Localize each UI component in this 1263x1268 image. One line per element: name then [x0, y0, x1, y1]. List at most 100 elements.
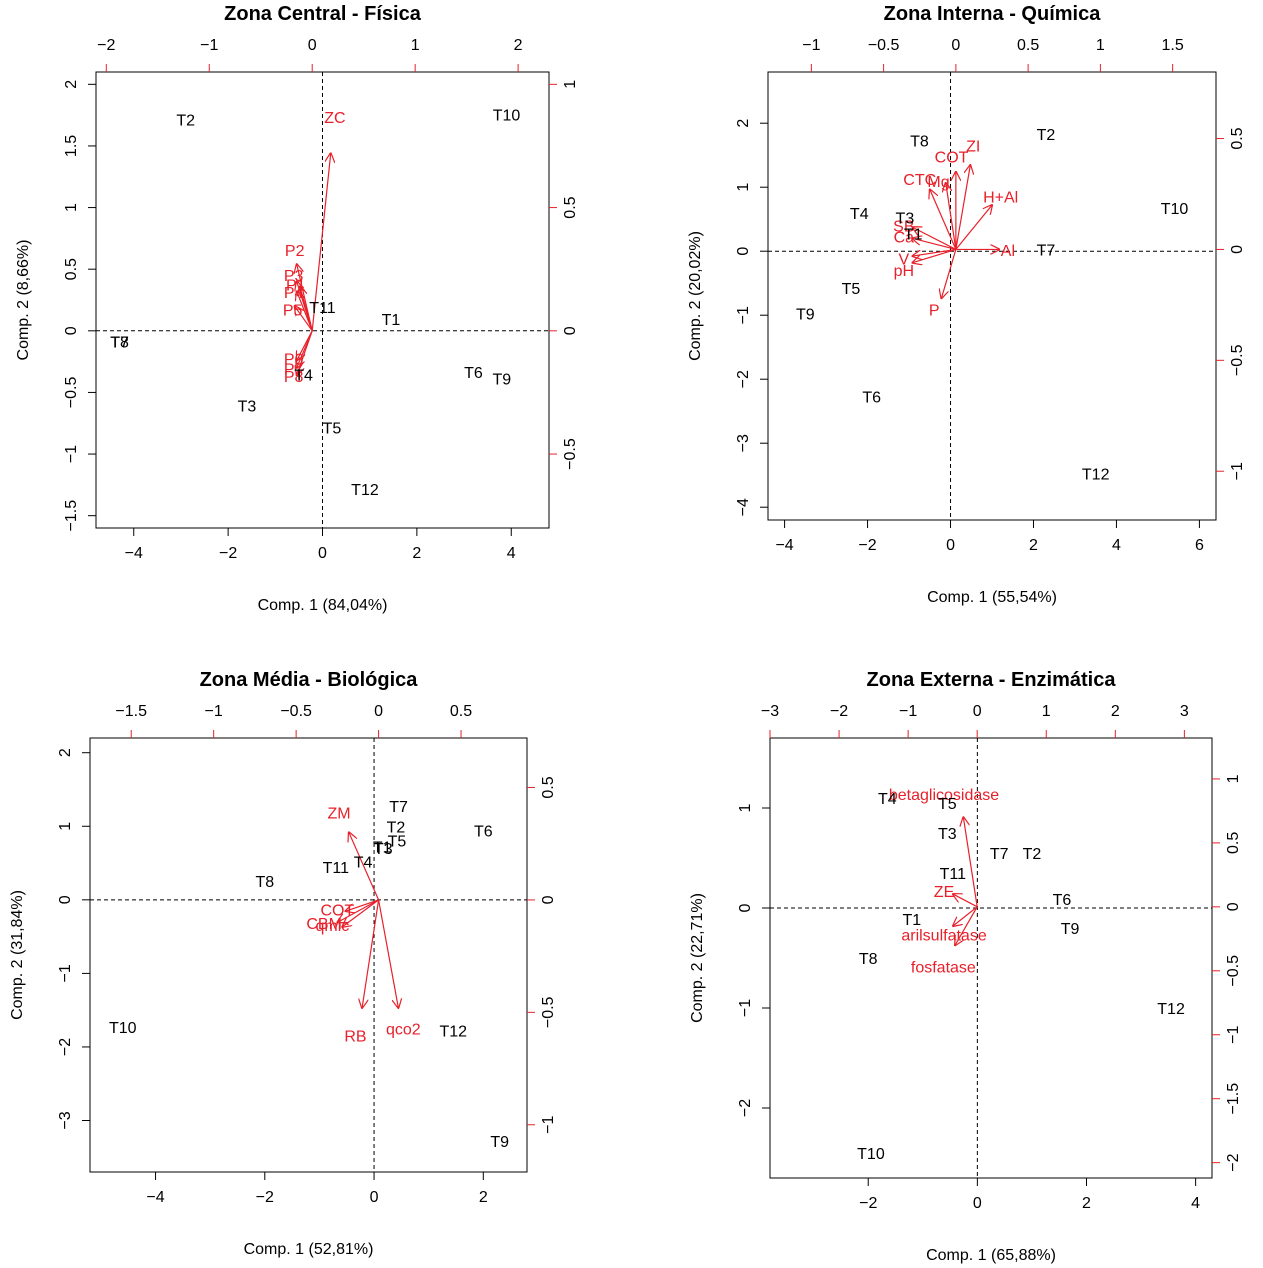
y-axis-label: Comp. 2 (8,66%) — [15, 240, 32, 361]
y-tick-label: 1 — [737, 803, 754, 812]
y-tick-label: 2 — [735, 119, 752, 128]
right-tick-label: 0 — [1225, 902, 1242, 911]
variable-label: P5 — [283, 302, 303, 319]
right-tick-label: −1.5 — [1225, 1083, 1242, 1115]
right-tick-label: −1 — [540, 1116, 557, 1134]
observation-label: T9 — [796, 306, 815, 323]
top-tick-label: −1 — [802, 37, 820, 54]
variable-label: Al — [1001, 243, 1015, 260]
y-tick-label: −1.5 — [63, 500, 80, 532]
x-tick-label: −4 — [775, 537, 793, 554]
observation-label: T7 — [1037, 242, 1056, 259]
observation-label: T5 — [842, 281, 861, 298]
chart-title: Zona Externa - Enzimática — [867, 669, 1117, 691]
observation-label: T12 — [439, 1023, 467, 1040]
y-tick-label: 1 — [57, 822, 74, 831]
top-tick-label: −3 — [761, 703, 779, 720]
variable-label: CBM — [306, 916, 342, 933]
observation-label: T1 — [382, 312, 401, 329]
observation-label: T3 — [896, 210, 915, 227]
x-tick-label: 2 — [1082, 1195, 1091, 1212]
plot-frame — [769, 737, 1213, 1179]
y-tick-label: 1.5 — [63, 135, 80, 157]
observation-label: T5 — [323, 421, 342, 438]
loading-arrow — [941, 249, 957, 298]
top-tick-label: −1.5 — [115, 703, 147, 720]
variable-label: ZC — [324, 110, 345, 127]
variable-label: ZI — [966, 139, 980, 156]
variable-label: P4 — [284, 285, 304, 302]
x-tick-label: −4 — [125, 545, 143, 562]
top-tick-label: −0.5 — [868, 37, 900, 54]
top-tick-label: −0.5 — [280, 703, 312, 720]
x-tick-label: 0 — [318, 545, 327, 562]
x-axis-label: Comp. 1 (52,81%) — [244, 1241, 374, 1258]
observation-label: T11 — [940, 866, 966, 883]
top-tick-label: 1 — [411, 37, 420, 54]
variable-label: P3 — [284, 268, 304, 285]
y-tick-label: 0 — [735, 247, 752, 256]
right-tick-label: 0.5 — [1229, 127, 1246, 149]
observation-label: T1 — [903, 912, 922, 929]
y-axis-label: Comp. 2 (20,02%) — [687, 231, 704, 361]
observation-label: T6 — [474, 823, 493, 840]
x-axis-label: Comp. 1 (65,88%) — [926, 1247, 1056, 1264]
x-tick-label: 6 — [1195, 537, 1204, 554]
x-axis-label: Comp. 1 (55,54%) — [927, 589, 1057, 606]
observation-label: T2 — [387, 820, 406, 837]
x-tick-label: 0 — [370, 1189, 379, 1206]
variable-label: P — [929, 303, 940, 320]
observation-label: T1 — [373, 840, 392, 857]
variable-label: qco2 — [386, 1022, 421, 1039]
loading-arrow — [913, 227, 957, 250]
top-tick-label: 3 — [1180, 703, 1189, 720]
y-tick-label: −1 — [737, 999, 754, 1017]
y-tick-label: −2 — [57, 1038, 74, 1056]
loading-arrow — [311, 153, 331, 331]
x-tick-label: −2 — [256, 1189, 274, 1206]
loading-arrow — [362, 899, 380, 1008]
x-tick-label: 2 — [479, 1189, 488, 1206]
x-tick-label: 4 — [1112, 537, 1121, 554]
variable-label: betaglicosidase — [889, 787, 999, 804]
y-axis-label: Comp. 2 (22,71%) — [689, 893, 706, 1023]
right-tick-label: 1 — [562, 80, 579, 89]
variable-label: CTC — [903, 172, 936, 189]
observation-label: T3 — [238, 398, 257, 415]
x-tick-label: 4 — [1191, 1195, 1200, 1212]
observation-label: T9 — [1061, 921, 1080, 938]
observation-label: T10 — [857, 1146, 885, 1163]
observation-label: T12 — [351, 482, 379, 499]
right-tick-label: 0.5 — [1225, 832, 1242, 854]
plot-frame — [89, 737, 528, 1173]
x-tick-label: 0 — [973, 1195, 982, 1212]
variable-label: Mg — [927, 174, 949, 191]
variable-label: Ca — [894, 230, 915, 247]
loading-arrow — [342, 899, 379, 927]
right-tick-label: −0.5 — [1225, 955, 1242, 987]
x-tick-label: −2 — [219, 545, 237, 562]
biplot-zona-externa: Zona Externa - Enzimática −2 0 2 4 −2 −1 0 1 −3 −2… — [689, 669, 1242, 1264]
observation-label: T7 — [389, 799, 408, 816]
x-tick-label: −2 — [859, 1195, 877, 1212]
top-tick-label: 1.5 — [1162, 37, 1184, 54]
loading-arrow — [963, 817, 978, 907]
observation-label: T7 — [990, 846, 1009, 863]
observation-label: T9 — [492, 371, 511, 388]
observation-label: T8 — [255, 874, 274, 891]
y-tick-label: −1 — [735, 306, 752, 324]
loading-arrow — [377, 899, 399, 1008]
observation-label: T7 — [110, 334, 129, 351]
observation-label: T1 — [904, 226, 923, 243]
variable-label: V — [899, 252, 910, 269]
right-tick-label: −2 — [1225, 1153, 1242, 1171]
right-tick-label: −1 — [1229, 462, 1246, 480]
observation-label: T3 — [374, 841, 393, 858]
y-tick-label: 0 — [63, 326, 80, 335]
loading-arrow — [297, 291, 313, 332]
variable-label: arilsulfatase — [901, 927, 986, 944]
y-tick-label: 0.5 — [63, 258, 80, 280]
y-axis-label: Comp. 2 (31,84%) — [9, 890, 26, 1020]
x-tick-label: 2 — [412, 545, 421, 562]
x-tick-label: 0 — [946, 537, 955, 554]
